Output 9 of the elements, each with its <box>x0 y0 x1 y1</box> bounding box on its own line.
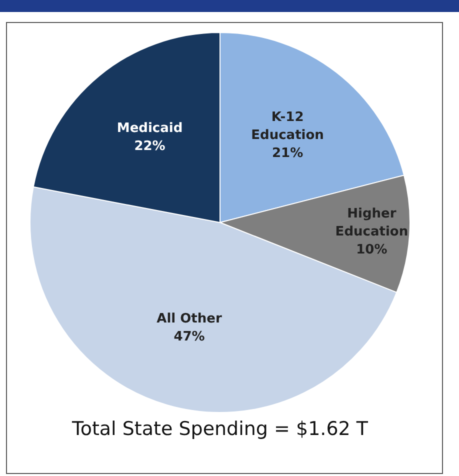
data-label: 21% <box>272 146 304 161</box>
slice-label: All Other <box>156 312 222 327</box>
data-label: 47% <box>174 330 205 345</box>
slice-label: Higher Education <box>335 206 408 240</box>
slice-label: Medicaid <box>116 120 183 136</box>
data-label: 10% <box>356 242 388 258</box>
text: Total State Spending = $1.62 T <box>70 418 370 440</box>
slice-label: K-12 Education <box>251 110 324 143</box>
data-label: 22% <box>134 138 166 154</box>
